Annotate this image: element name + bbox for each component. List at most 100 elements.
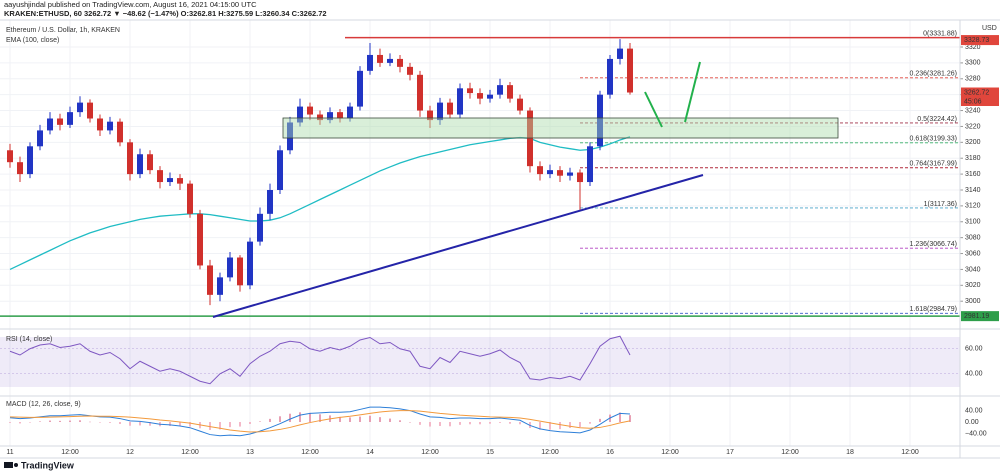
- logo-mark: [14, 463, 18, 467]
- macd-histogram-bar: [429, 422, 431, 427]
- fib-label: 0(3331.88): [923, 30, 957, 37]
- fib-label: 1(3117.36): [924, 201, 957, 208]
- candle-body: [127, 142, 133, 175]
- candle-body: [57, 118, 63, 125]
- countdown-box: [961, 97, 999, 107]
- macd-histogram-bar: [479, 422, 481, 425]
- candle-body: [587, 146, 593, 183]
- candle-body: [187, 183, 193, 214]
- projection-arrow: [684, 61, 701, 123]
- candle-body: [577, 172, 583, 183]
- macd-histogram-bar: [449, 422, 451, 427]
- candle-body: [447, 102, 453, 115]
- x-tick-label: 12:00: [901, 449, 919, 456]
- candle-body: [617, 48, 623, 59]
- candle-body: [247, 241, 253, 286]
- currency-label: USD: [982, 25, 997, 32]
- macd-tick-label: −40.00: [965, 430, 987, 437]
- candle-body: [157, 170, 163, 183]
- candle-body: [497, 85, 503, 95]
- candle-body: [277, 150, 283, 190]
- candle-body: [37, 130, 43, 147]
- footer-logo: [4, 462, 18, 468]
- rsi-tick-label: 40.00: [965, 371, 983, 378]
- price-label: 3262.72: [964, 89, 989, 96]
- candle-body: [427, 110, 433, 121]
- fib-label: 0.5(3224.42): [917, 116, 957, 123]
- macd-histogram-bar: [629, 415, 631, 422]
- header-line2: KRAKEN:ETHUSD, 60 3262.72 ▼ −48.62 (−1.4…: [4, 9, 327, 18]
- chart-title: Ethereum / U.S. Dollar, 1h, KRAKEN: [6, 27, 120, 34]
- macd-histogram-bar: [599, 418, 601, 422]
- macd-histogram-bar: [239, 422, 241, 427]
- macd-histogram-bar: [539, 422, 541, 430]
- candle-body: [267, 189, 273, 214]
- macd-histogram-bar: [459, 422, 461, 425]
- x-tick-label: 12:00: [421, 449, 439, 456]
- candle-body: [327, 112, 333, 121]
- macd-histogram-bar: [249, 422, 251, 424]
- plot-area: 3000 3020 3040 3060 3080 3100 3120 3140 3160 3180…: [0, 20, 999, 456]
- candle-body: [407, 66, 413, 75]
- candle-body: [317, 114, 323, 121]
- candle-body: [87, 102, 93, 119]
- candle-body: [437, 102, 443, 121]
- macd-histogram-bar: [109, 422, 111, 423]
- macd-histogram-bar: [149, 422, 151, 426]
- macd-histogram-bar: [49, 420, 51, 422]
- y-tick-label: 3320: [965, 44, 981, 51]
- y-tick-label: 3060: [965, 250, 981, 257]
- rsi-legend: RSI (14, close): [6, 336, 52, 343]
- macd-histogram-bar: [259, 421, 261, 422]
- candle-body: [217, 277, 223, 295]
- macd-histogram-bar: [219, 422, 221, 430]
- macd-histogram-bar: [519, 422, 521, 425]
- candle-body: [77, 102, 83, 113]
- footer-brand: TradingView: [21, 460, 75, 470]
- support-zone: [282, 117, 839, 139]
- candle-body: [507, 85, 513, 99]
- macd-histogram-bar: [339, 416, 341, 422]
- y-tick-label: 3180: [965, 155, 981, 162]
- y-tick-label: 3160: [965, 171, 981, 178]
- candle-body: [177, 178, 183, 184]
- macd-histogram-bar: [589, 422, 591, 424]
- signal-line: [9, 410, 631, 433]
- macd-histogram-bar: [299, 412, 301, 422]
- macd-histogram-bar: [569, 422, 571, 428]
- fib-label: 1.618(2984.79): [910, 306, 957, 313]
- y-tick-label: 3000: [965, 298, 981, 305]
- macd-histogram-bar: [69, 420, 71, 422]
- candle-body: [47, 118, 53, 131]
- candle-body: [237, 257, 243, 286]
- candle-body: [337, 112, 343, 119]
- macd-histogram-bar: [209, 422, 211, 430]
- macd-histogram-bar: [79, 420, 81, 422]
- macd-histogram-bar: [59, 420, 61, 422]
- macd-histogram-bar: [29, 422, 31, 423]
- candle-body: [557, 170, 563, 176]
- macd-histogram-bar: [399, 420, 401, 422]
- macd-histogram-bar: [559, 422, 561, 430]
- candle-body: [107, 121, 113, 131]
- macd-legend: MACD (12, 26, close, 9): [6, 401, 81, 408]
- x-tick-label: 18: [846, 449, 854, 456]
- macd-histogram-bar: [549, 422, 551, 430]
- candle-body: [377, 54, 383, 63]
- macd-histogram-bar: [369, 415, 371, 422]
- x-tick-label: 13: [246, 449, 254, 456]
- x-tick-label: 16: [606, 449, 614, 456]
- rsi-tick-label: 60.00: [965, 346, 983, 353]
- fib-label: 0.764(3167.99): [910, 161, 957, 168]
- macd-histogram-bar: [389, 418, 391, 422]
- candle-body: [227, 257, 233, 278]
- logo-mark: [4, 462, 13, 468]
- x-tick-label: 12: [126, 449, 134, 456]
- macd-histogram-bar: [179, 422, 181, 426]
- macd-line: [9, 406, 631, 437]
- macd-histogram-bar: [269, 418, 271, 422]
- macd-histogram-bar: [189, 422, 191, 427]
- macd-histogram-bar: [509, 422, 511, 424]
- macd-histogram-bar: [19, 422, 21, 424]
